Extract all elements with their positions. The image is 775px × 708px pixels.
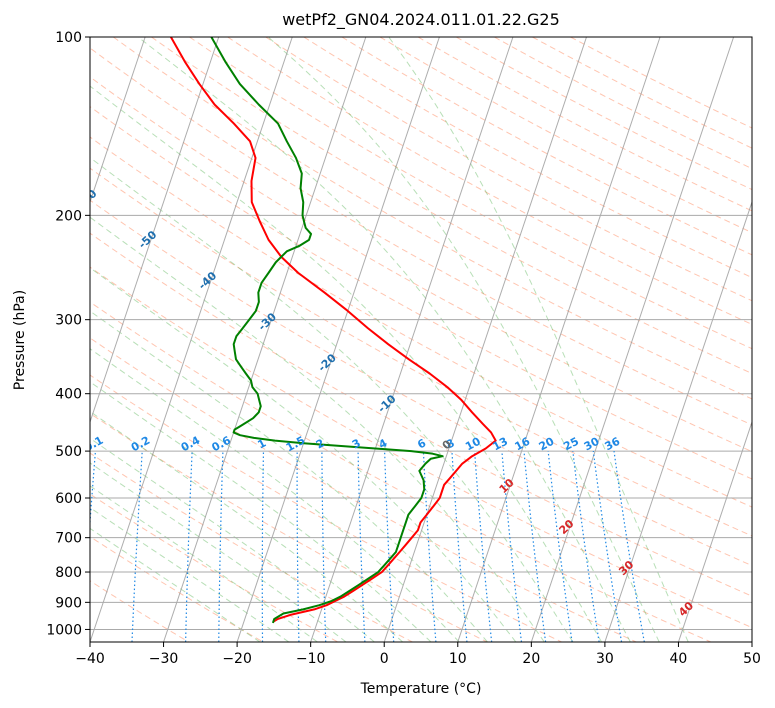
temperature-profile-line	[170, 37, 497, 623]
mixing-ratio-label: 25	[561, 435, 581, 454]
x-axis-label: Temperature (°C)	[360, 681, 482, 697]
mixing-ratio-label: 20	[537, 435, 557, 454]
mixing-ratio-label: 30	[582, 435, 602, 454]
x-tick-label: −30	[149, 651, 179, 667]
dry-adiabat-line	[455, 37, 752, 191]
dry-adiabat-line	[189, 37, 752, 350]
moist-adiabat-line	[388, 37, 689, 642]
dry-adiabat-line	[265, 37, 752, 302]
moist-adiabat-line	[267, 37, 660, 642]
mixing-ratio-line	[572, 451, 600, 642]
x-tick-label: −40	[75, 651, 105, 667]
y-tick-label: 900	[55, 595, 82, 611]
y-tick-label: 200	[55, 208, 82, 224]
isotherm-label: -70	[16, 146, 40, 169]
dry-adiabat-line	[90, 76, 752, 453]
dry-adiabat-line	[90, 232, 752, 597]
moist-adiabat-line	[137, 37, 631, 642]
grid-layer	[0, 37, 752, 642]
mixing-ratio-label: 10	[463, 435, 483, 454]
moist-adiabat-line	[90, 437, 375, 642]
y-axis-label: Pressure (hPa)	[12, 290, 28, 390]
isotherm-line	[236, 37, 440, 642]
mixing-ratio-label: 16	[513, 435, 533, 454]
dry-adiabat-line	[151, 37, 752, 375]
mixing-ratio-label: 13	[490, 435, 510, 454]
y-tick-label: 100	[55, 30, 82, 46]
moist-adiabat-line	[90, 348, 460, 642]
mixing-ratio-line	[523, 451, 547, 642]
isotherm-line	[457, 37, 661, 642]
dry-adiabat-line	[90, 536, 264, 642]
x-tick-label: 40	[670, 651, 688, 667]
isotherm-line	[604, 200, 752, 642]
isotherm-line	[90, 37, 293, 642]
dry-adiabat-line	[90, 374, 562, 642]
isotherm-line	[0, 37, 72, 642]
plot-frame	[89, 36, 753, 643]
isotherm-line	[90, 37, 220, 424]
x-tick-label: 0	[380, 651, 389, 667]
x-tick-label: 20	[522, 651, 540, 667]
dry-adiabat-line	[90, 266, 752, 629]
moist-adiabat-line	[90, 381, 432, 642]
x-tick-label: 30	[596, 651, 614, 667]
dry-adiabat-line	[227, 37, 752, 325]
moist-adiabat-line	[90, 216, 545, 642]
mixing-ratio-label: 36	[603, 435, 623, 454]
y-tick-label: 300	[55, 313, 82, 329]
dry-adiabat-line	[90, 493, 339, 642]
dry-adiabat-line	[417, 37, 752, 212]
moist-adiabat-line	[90, 485, 318, 642]
dewpoint-profile-line	[210, 37, 444, 624]
isotherm-line	[530, 37, 735, 642]
mixing-ratio-line	[451, 451, 468, 642]
plot-background	[90, 37, 752, 642]
mixing-ratio-line	[547, 451, 573, 642]
y-tick-label: 700	[55, 531, 82, 547]
axis-layer: −40 −30 −20 −10 0 10 20 30 40 50 100 200 300 400 500 60…	[46, 30, 761, 667]
x-tick-label: 10	[449, 651, 467, 667]
moist-adiabat-line	[90, 267, 517, 642]
mixing-ratio-line	[473, 451, 493, 642]
moist-adiabat-line	[90, 156, 574, 642]
dry-adiabat-line	[90, 167, 752, 537]
dry-adiabat-line	[113, 37, 752, 400]
moist-adiabat-line	[90, 410, 404, 642]
y-tick-label: 800	[55, 565, 82, 581]
isotherm-line	[163, 37, 367, 642]
x-tick-label: 50	[743, 651, 761, 667]
y-tick-label: 600	[55, 491, 82, 507]
isotherm-line	[383, 37, 587, 642]
moist-adiabat-line	[90, 85, 603, 642]
chart-title: wetPf2_GN04.2024.011.01.22.G25	[282, 10, 560, 29]
dry-adiabat-line	[341, 37, 752, 256]
moist-adiabat-line	[90, 527, 261, 642]
isotherm-line	[90, 37, 146, 204]
y-tick-label: 400	[55, 387, 82, 403]
y-tick-label: 1000	[46, 622, 82, 638]
isotherm-label: -60	[76, 187, 100, 210]
isotherm-line	[751, 640, 752, 642]
dry-adiabat-line	[90, 47, 752, 426]
dry-adiabat-line	[90, 337, 637, 642]
dry-adiabat-line	[90, 301, 711, 642]
series-layer	[170, 37, 497, 624]
mixing-ratio-line	[501, 451, 523, 642]
moist-adiabat-line	[90, 310, 488, 642]
mixing-ratio-line	[592, 451, 623, 642]
dry-adiabat-line	[532, 37, 752, 149]
isotherm-line	[677, 420, 752, 642]
moist-adiabat-line	[90, 507, 290, 642]
x-tick-label: −10	[296, 651, 326, 667]
x-tick-label: −20	[222, 651, 252, 667]
isotherm-line	[310, 37, 514, 642]
y-tick-label: 500	[55, 444, 82, 460]
moist-adiabat-line	[90, 462, 347, 642]
